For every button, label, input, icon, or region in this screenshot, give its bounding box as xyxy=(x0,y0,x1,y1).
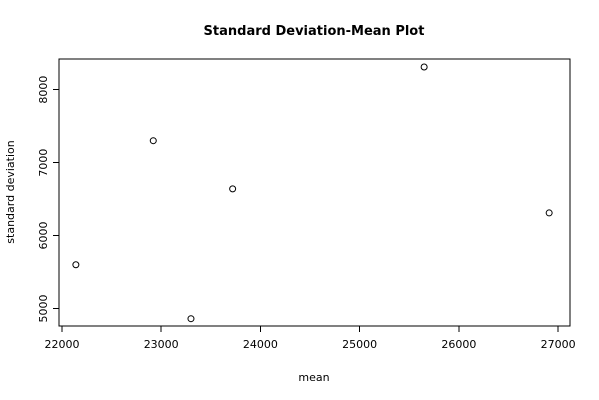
y-tick-label-5000: 5000 xyxy=(37,294,50,322)
y-tick-label-7000: 7000 xyxy=(37,149,50,177)
y-tick-label-8000: 8000 xyxy=(37,76,50,104)
data-point-6 xyxy=(545,209,553,217)
chart-title: Standard Deviation-Mean Plot xyxy=(204,24,425,39)
plot-frame xyxy=(58,58,571,327)
x-tick-label-24000: 24000 xyxy=(243,338,278,351)
x-tick-label-27000: 27000 xyxy=(541,338,576,351)
y-tick-label-6000: 6000 xyxy=(37,222,50,250)
x-tick-label-25000: 25000 xyxy=(342,338,377,351)
data-point-2 xyxy=(149,137,157,145)
x-tick-label-22000: 22000 xyxy=(44,338,79,351)
x-tick-label-26000: 26000 xyxy=(441,338,476,351)
y-axis: 5000 6000 7000 8000 xyxy=(37,76,60,322)
data-points xyxy=(72,63,553,323)
data-point-1 xyxy=(72,261,80,269)
data-point-3 xyxy=(187,315,195,323)
data-point-5 xyxy=(420,63,428,71)
x-tick-label-23000: 23000 xyxy=(144,338,179,351)
y-axis-label: standard deviation xyxy=(4,140,17,243)
x-axis: 22000 23000 24000 25000 26000 27000 xyxy=(44,325,576,351)
x-axis-label: mean xyxy=(298,371,329,384)
data-point-4 xyxy=(229,185,237,193)
